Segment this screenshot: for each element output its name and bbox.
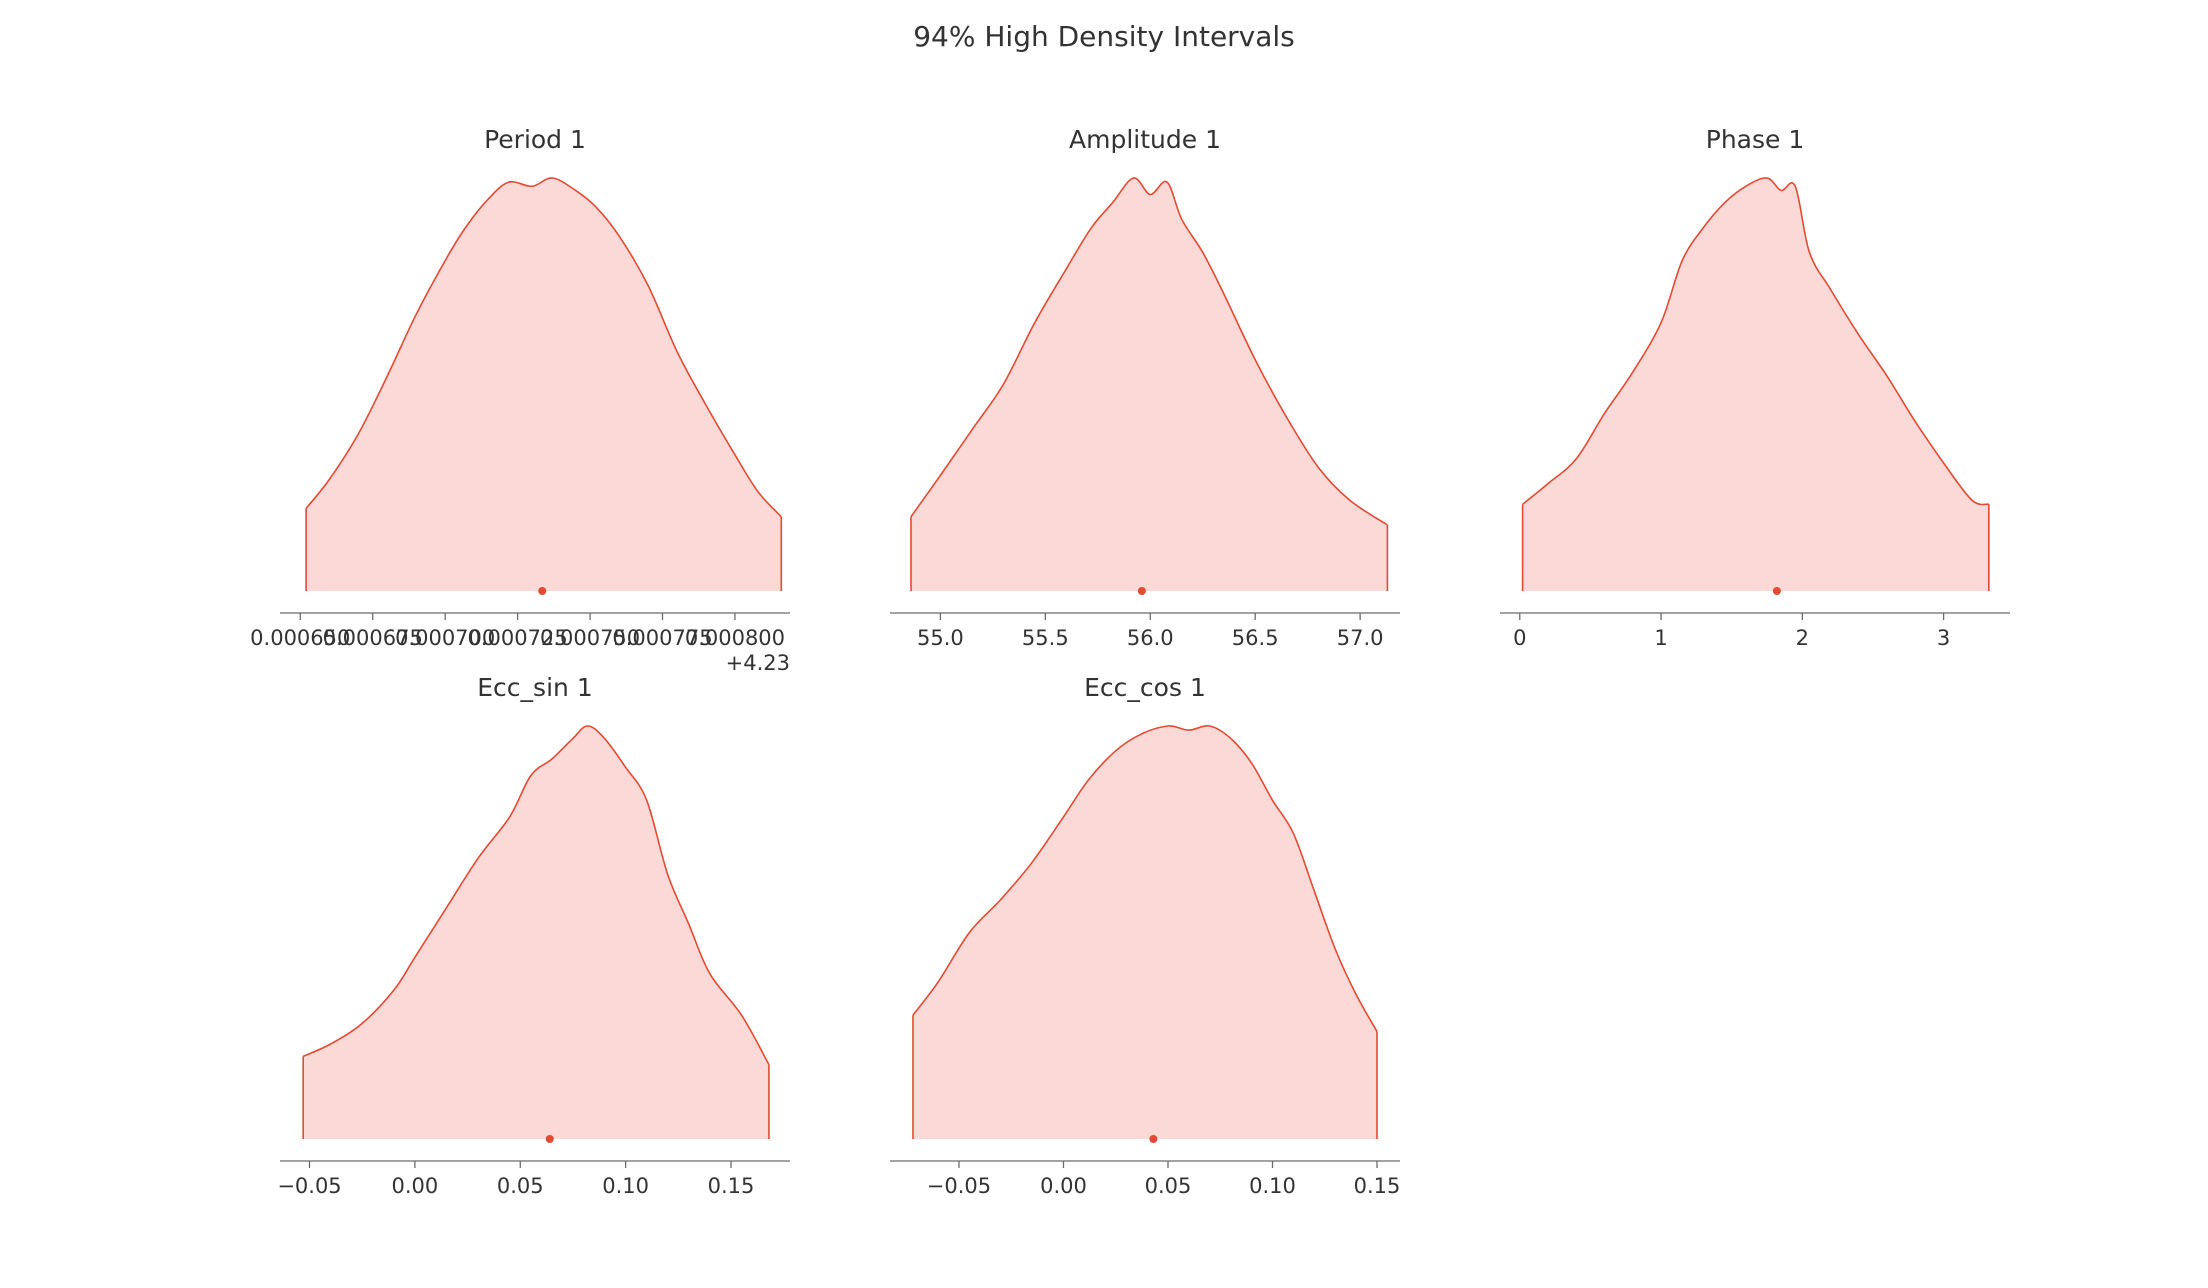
density-line bbox=[302, 725, 770, 1066]
x-tick-label: 0.000675 bbox=[323, 626, 423, 650]
x-tick-label: 0.10 bbox=[1249, 1174, 1296, 1198]
density-line bbox=[912, 724, 1378, 1032]
subplot-title: Phase 1 bbox=[1706, 125, 1805, 154]
x-tick-label: 1 bbox=[1654, 626, 1667, 650]
subplot-title: Amplitude 1 bbox=[1069, 125, 1221, 154]
x-tick-label: 0.000700 bbox=[395, 626, 495, 650]
subplot-title: Period 1 bbox=[484, 125, 586, 154]
density-line bbox=[1522, 177, 1989, 506]
x-tick-label: 0.000775 bbox=[612, 626, 712, 650]
figure-title: 94% High Density Intervals bbox=[913, 20, 1295, 53]
density-line bbox=[305, 177, 782, 518]
point-estimate-marker bbox=[1772, 587, 1781, 595]
x-tick-label: 0.15 bbox=[1354, 1174, 1401, 1198]
panel-ecc-cos-1: Ecc_cos 1 −0.05 0.00 0.05 0.10 0.15 bbox=[890, 673, 1400, 1198]
panel-amplitude-1: Amplitude 1 55.0 55.5 56.0 56.5 57.0 bbox=[890, 125, 1400, 650]
hdi-fill-area bbox=[306, 177, 782, 591]
x-tick-label: 2 bbox=[1796, 626, 1809, 650]
hdi-fill-area bbox=[303, 726, 769, 1139]
x-tick-label: 0.00 bbox=[391, 1174, 438, 1198]
x-tick-label: −0.05 bbox=[927, 1174, 991, 1198]
x-tick-label: 0.05 bbox=[497, 1174, 544, 1198]
hdi-fill-area bbox=[913, 725, 1377, 1139]
panel-ecc-sin-1: Ecc_sin 1 −0.05 0.00 0.05 0.10 0.15 bbox=[277, 673, 790, 1198]
panel-period-1: Period 1 0.0006500.0006750.0007000.000725… bbox=[250, 125, 790, 675]
x-tick-label: 0.05 bbox=[1145, 1174, 1192, 1198]
x-offset-label: +4.23 bbox=[726, 651, 790, 675]
hdi-fill-area bbox=[1522, 177, 1989, 591]
x-tick-label: −0.05 bbox=[277, 1174, 341, 1198]
x-tick-label: 56.5 bbox=[1232, 626, 1279, 650]
hdi-fill-area bbox=[911, 177, 1388, 591]
x-tick-label: 55.0 bbox=[917, 626, 964, 650]
point-estimate-marker bbox=[1149, 1135, 1158, 1143]
x-tick-label: 0.10 bbox=[602, 1174, 649, 1198]
density-line bbox=[910, 177, 1388, 526]
x-tick-label: 0 bbox=[1513, 626, 1526, 650]
x-tick-label: 0.000750 bbox=[540, 626, 640, 650]
x-tick-label: 56.0 bbox=[1127, 626, 1174, 650]
point-estimate-marker bbox=[1137, 587, 1146, 595]
x-tick-label: 57.0 bbox=[1337, 626, 1384, 650]
x-tick-label: 0.000725 bbox=[468, 626, 568, 650]
x-tick-label: 0.000650 bbox=[250, 626, 350, 650]
point-estimate-marker bbox=[538, 587, 547, 595]
x-tick-label: 0.00 bbox=[1040, 1174, 1087, 1198]
x-tick-label: 3 bbox=[1937, 626, 1950, 650]
x-tick-label: 0.15 bbox=[708, 1174, 755, 1198]
x-tick-label: 55.5 bbox=[1022, 626, 1069, 650]
x-tick-label: 0.000800 bbox=[685, 626, 785, 650]
point-estimate-marker bbox=[545, 1135, 554, 1143]
panel-phase-1: Phase 1 0 1 2 3 bbox=[1500, 125, 2010, 650]
subplot-title: Ecc_sin 1 bbox=[477, 673, 592, 702]
subplot-title: Ecc_cos 1 bbox=[1084, 673, 1206, 702]
